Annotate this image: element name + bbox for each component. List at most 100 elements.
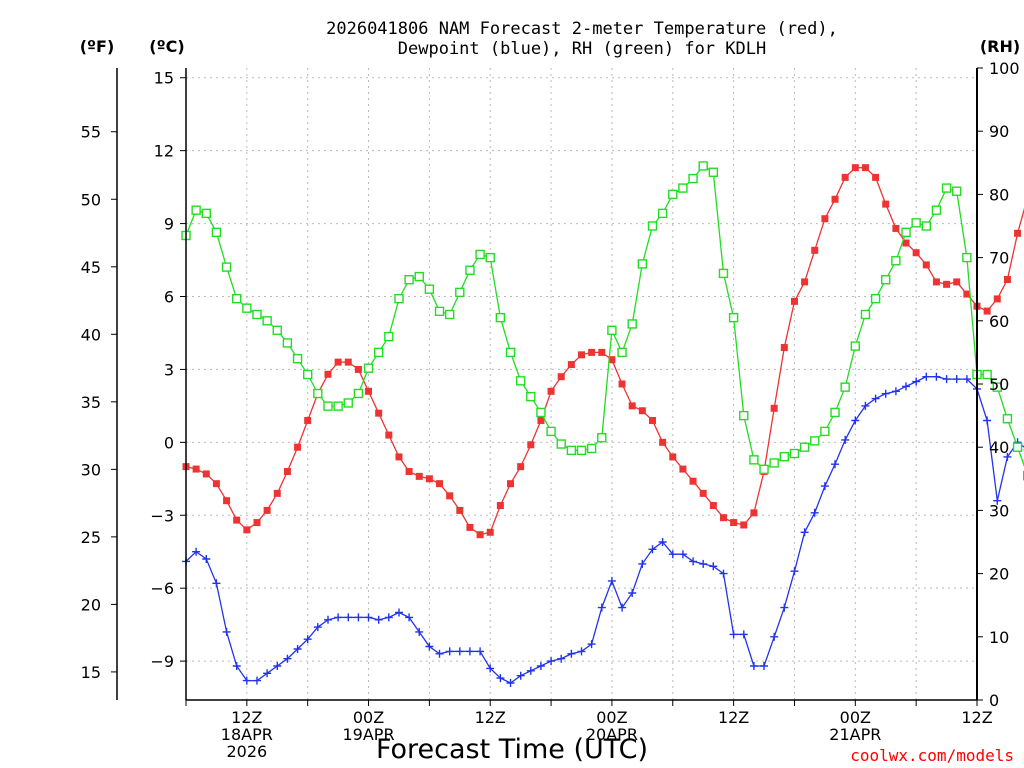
rh-point (1002, 414, 1013, 424)
temperature-point (334, 358, 342, 366)
rh-point (810, 436, 820, 446)
temperature-point (689, 477, 697, 485)
dewpoint-point (587, 640, 596, 649)
rh-point (779, 451, 790, 462)
rh-point (485, 252, 495, 263)
fahrenheit-tick-label: 45 (81, 258, 101, 277)
rh-point (789, 448, 800, 459)
rh-point (515, 376, 526, 386)
temperature-point (679, 465, 687, 473)
dewpoint-point (577, 647, 586, 656)
temperature-point (659, 438, 667, 446)
temperature-point (466, 523, 474, 531)
rh-point (698, 161, 708, 171)
dewpoint-point (202, 555, 211, 563)
time-tick-label: 00Z (353, 708, 384, 727)
dewpoint-point (952, 375, 961, 384)
rh-axis-unit: (RH) (980, 37, 1020, 56)
dewpoint-point (547, 657, 556, 666)
rh-point (881, 275, 891, 285)
dewpoint-point (648, 545, 657, 554)
rh-point (891, 256, 901, 266)
dewpoint-point (618, 603, 627, 612)
rh-point (962, 252, 972, 263)
dewpoint-point (891, 387, 900, 396)
dewpoint-point (324, 615, 332, 624)
dewpoint-point (962, 375, 971, 384)
dewpoint-point (607, 576, 616, 585)
dewpoint-point (800, 528, 809, 537)
dewpoint-point (993, 496, 1002, 505)
fahrenheit-tick-label: 50 (81, 190, 101, 209)
dewpoint-point (364, 613, 373, 622)
time-tick-label: 12Z (718, 708, 749, 727)
rh-point (292, 354, 303, 364)
temperature-point (699, 489, 707, 497)
rh-point (617, 347, 627, 358)
temperature-point (912, 249, 920, 257)
dewpoint-point (344, 613, 353, 622)
temperature-point (740, 521, 748, 529)
dewpoint-point (374, 615, 383, 624)
temperature-point (304, 416, 312, 424)
temperature-point (953, 278, 961, 286)
dewpoint-point (729, 630, 738, 639)
temperature-point (1014, 229, 1022, 237)
temperature-point (425, 475, 433, 483)
temperature-point (527, 441, 535, 449)
celsius-tick-label: −6 (150, 579, 174, 598)
temperature-point (1003, 275, 1011, 283)
rh-point (536, 407, 546, 418)
series-dewpoint (182, 372, 1024, 687)
temperature-point (263, 506, 271, 514)
time-tick-label: 00Z (596, 708, 627, 727)
temperature-point (902, 239, 910, 247)
rh-point (353, 388, 364, 399)
dewpoint-point (902, 382, 910, 391)
celsius-axis-unit: (ºC) (149, 37, 184, 56)
rh-point (252, 309, 262, 320)
rh-tick-label: 30 (989, 501, 1009, 520)
rh-point (576, 445, 587, 456)
dewpoint-point (465, 647, 474, 656)
rh-point (282, 338, 293, 348)
rh-point (708, 167, 719, 177)
rh-point (211, 227, 222, 238)
rh-point (627, 319, 637, 329)
dewpoint-point (689, 557, 698, 566)
time-tick-label: 21APR (829, 725, 881, 744)
rh-point (272, 325, 282, 335)
dewpoint-point (699, 559, 708, 568)
rh-point (860, 309, 871, 320)
rh-point (657, 208, 668, 219)
dewpoint-point (506, 679, 515, 687)
rh-tick-label: 70 (989, 249, 1009, 268)
temperature-point (648, 416, 656, 424)
rh-tick-label: 60 (989, 312, 1009, 331)
dewpoint-point (871, 394, 880, 403)
celsius-tick-label: 15 (154, 69, 174, 88)
temperature-point (192, 465, 200, 473)
dewpoint-point (476, 647, 485, 656)
rh-point (586, 443, 597, 454)
dewpoint-point (810, 508, 819, 517)
fahrenheit-tick-label: 55 (81, 123, 101, 142)
celsius-tick-label: 3 (164, 360, 174, 379)
fahrenheit-tick-label: 15 (81, 663, 101, 682)
temperature-point (294, 443, 302, 451)
rh-point (728, 312, 739, 323)
temperature-point (628, 402, 636, 410)
temperature-point (253, 519, 261, 527)
rh-point (373, 347, 384, 358)
rh-point (1012, 442, 1023, 452)
temperature-point (730, 519, 738, 527)
rh-point (941, 183, 952, 193)
temperature-point (283, 468, 291, 476)
rh-point (414, 271, 424, 282)
rh-point (302, 369, 313, 380)
dewpoint-point (455, 647, 464, 656)
temperature-point (922, 261, 930, 269)
temperature-point (365, 387, 373, 395)
rh-tick-label: 80 (989, 185, 1009, 204)
temperature-point (963, 290, 971, 298)
